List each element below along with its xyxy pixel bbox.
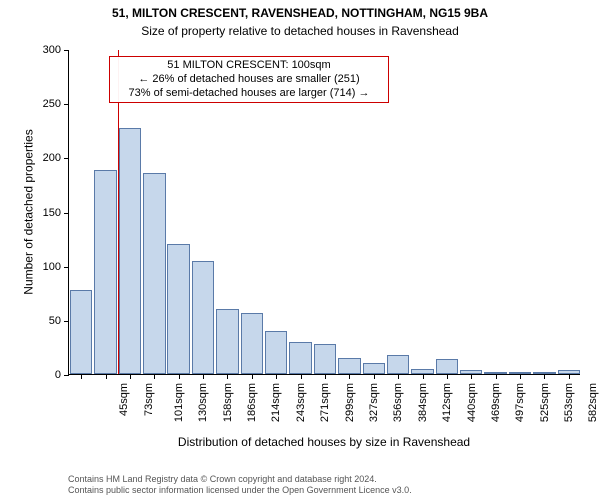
x-tick [423, 374, 424, 379]
x-tick-label: 327sqm [368, 383, 380, 422]
x-tick-label: 186sqm [246, 383, 258, 422]
x-tick-label: 525sqm [539, 383, 551, 422]
x-tick-label: 73sqm [143, 383, 155, 416]
x-tick-label: 384sqm [417, 383, 429, 422]
x-tick [447, 374, 448, 379]
bar [289, 342, 311, 375]
bar [338, 358, 360, 374]
x-tick [276, 374, 277, 379]
x-tick [203, 374, 204, 379]
x-tick [349, 374, 350, 379]
x-tick-label: 101sqm [173, 383, 185, 422]
y-axis-label: Number of detached properties [21, 49, 35, 374]
x-tick-label: 469sqm [490, 383, 502, 422]
x-tick [520, 374, 521, 379]
x-tick [130, 374, 131, 379]
x-tick [301, 374, 302, 379]
bar [143, 173, 165, 375]
bar [387, 355, 409, 375]
x-tick-label: 214sqm [271, 383, 283, 422]
bar [265, 331, 287, 374]
x-tick-label: 271sqm [319, 383, 331, 422]
x-tick [496, 374, 497, 379]
chart-title-line1: 51, MILTON CRESCENT, RAVENSHEAD, NOTTING… [0, 6, 600, 20]
y-tick-label: 300 [43, 44, 69, 56]
x-tick [179, 374, 180, 379]
bar [241, 313, 263, 374]
caption-line-2: Contains public sector information licen… [68, 485, 412, 496]
x-tick [398, 374, 399, 379]
annotation-line-1: 51 MILTON CRESCENT: 100sqm [114, 59, 384, 73]
x-tick [252, 374, 253, 379]
y-tick-label: 250 [43, 98, 69, 110]
bar [70, 290, 92, 375]
y-tick-label: 100 [43, 261, 69, 273]
x-tick [106, 374, 107, 379]
x-tick-label: 440sqm [466, 383, 478, 422]
bar [314, 344, 336, 374]
x-tick [81, 374, 82, 379]
x-tick [374, 374, 375, 379]
x-axis-label: Distribution of detached houses by size … [68, 435, 580, 449]
bar [192, 261, 214, 374]
x-tick-label: 243sqm [295, 383, 307, 422]
x-tick-label: 45sqm [118, 383, 130, 416]
bar [363, 363, 385, 374]
annotation-line-2: ← 26% of detached houses are smaller (25… [114, 73, 384, 87]
chart-page: 51, MILTON CRESCENT, RAVENSHEAD, NOTTING… [0, 0, 600, 500]
chart-title-line2: Size of property relative to detached ho… [0, 24, 600, 38]
x-tick [471, 374, 472, 379]
y-tick-label: 200 [43, 152, 69, 164]
bar [167, 244, 189, 374]
x-tick-label: 299sqm [344, 383, 356, 422]
annotation-line-3: 73% of semi-detached houses are larger (… [114, 87, 384, 101]
caption-line-1: Contains HM Land Registry data © Crown c… [68, 474, 412, 485]
y-tick-label: 150 [43, 207, 69, 219]
x-tick-label: 356sqm [393, 383, 405, 422]
x-tick [569, 374, 570, 379]
x-tick-label: 412sqm [441, 383, 453, 422]
bar [216, 309, 238, 374]
x-tick-label: 158sqm [222, 383, 234, 422]
x-tick-label: 497sqm [514, 383, 526, 422]
annotation-box: 51 MILTON CRESCENT: 100sqm ← 26% of deta… [109, 56, 389, 103]
x-tick-label: 130sqm [197, 383, 209, 422]
x-tick-label: 582sqm [588, 383, 600, 422]
x-tick [154, 374, 155, 379]
x-tick-label: 553sqm [563, 383, 575, 422]
x-tick [325, 374, 326, 379]
y-tick-label: 0 [55, 369, 69, 381]
bar [436, 359, 458, 374]
plot-area: 050100150200250300 45sqm73sqm101sqm130sq… [68, 50, 580, 375]
bar [119, 128, 141, 374]
x-tick [544, 374, 545, 379]
caption: Contains HM Land Registry data © Crown c… [68, 474, 412, 496]
x-tick [227, 374, 228, 379]
bar [94, 170, 116, 374]
y-tick-label: 50 [49, 315, 69, 327]
